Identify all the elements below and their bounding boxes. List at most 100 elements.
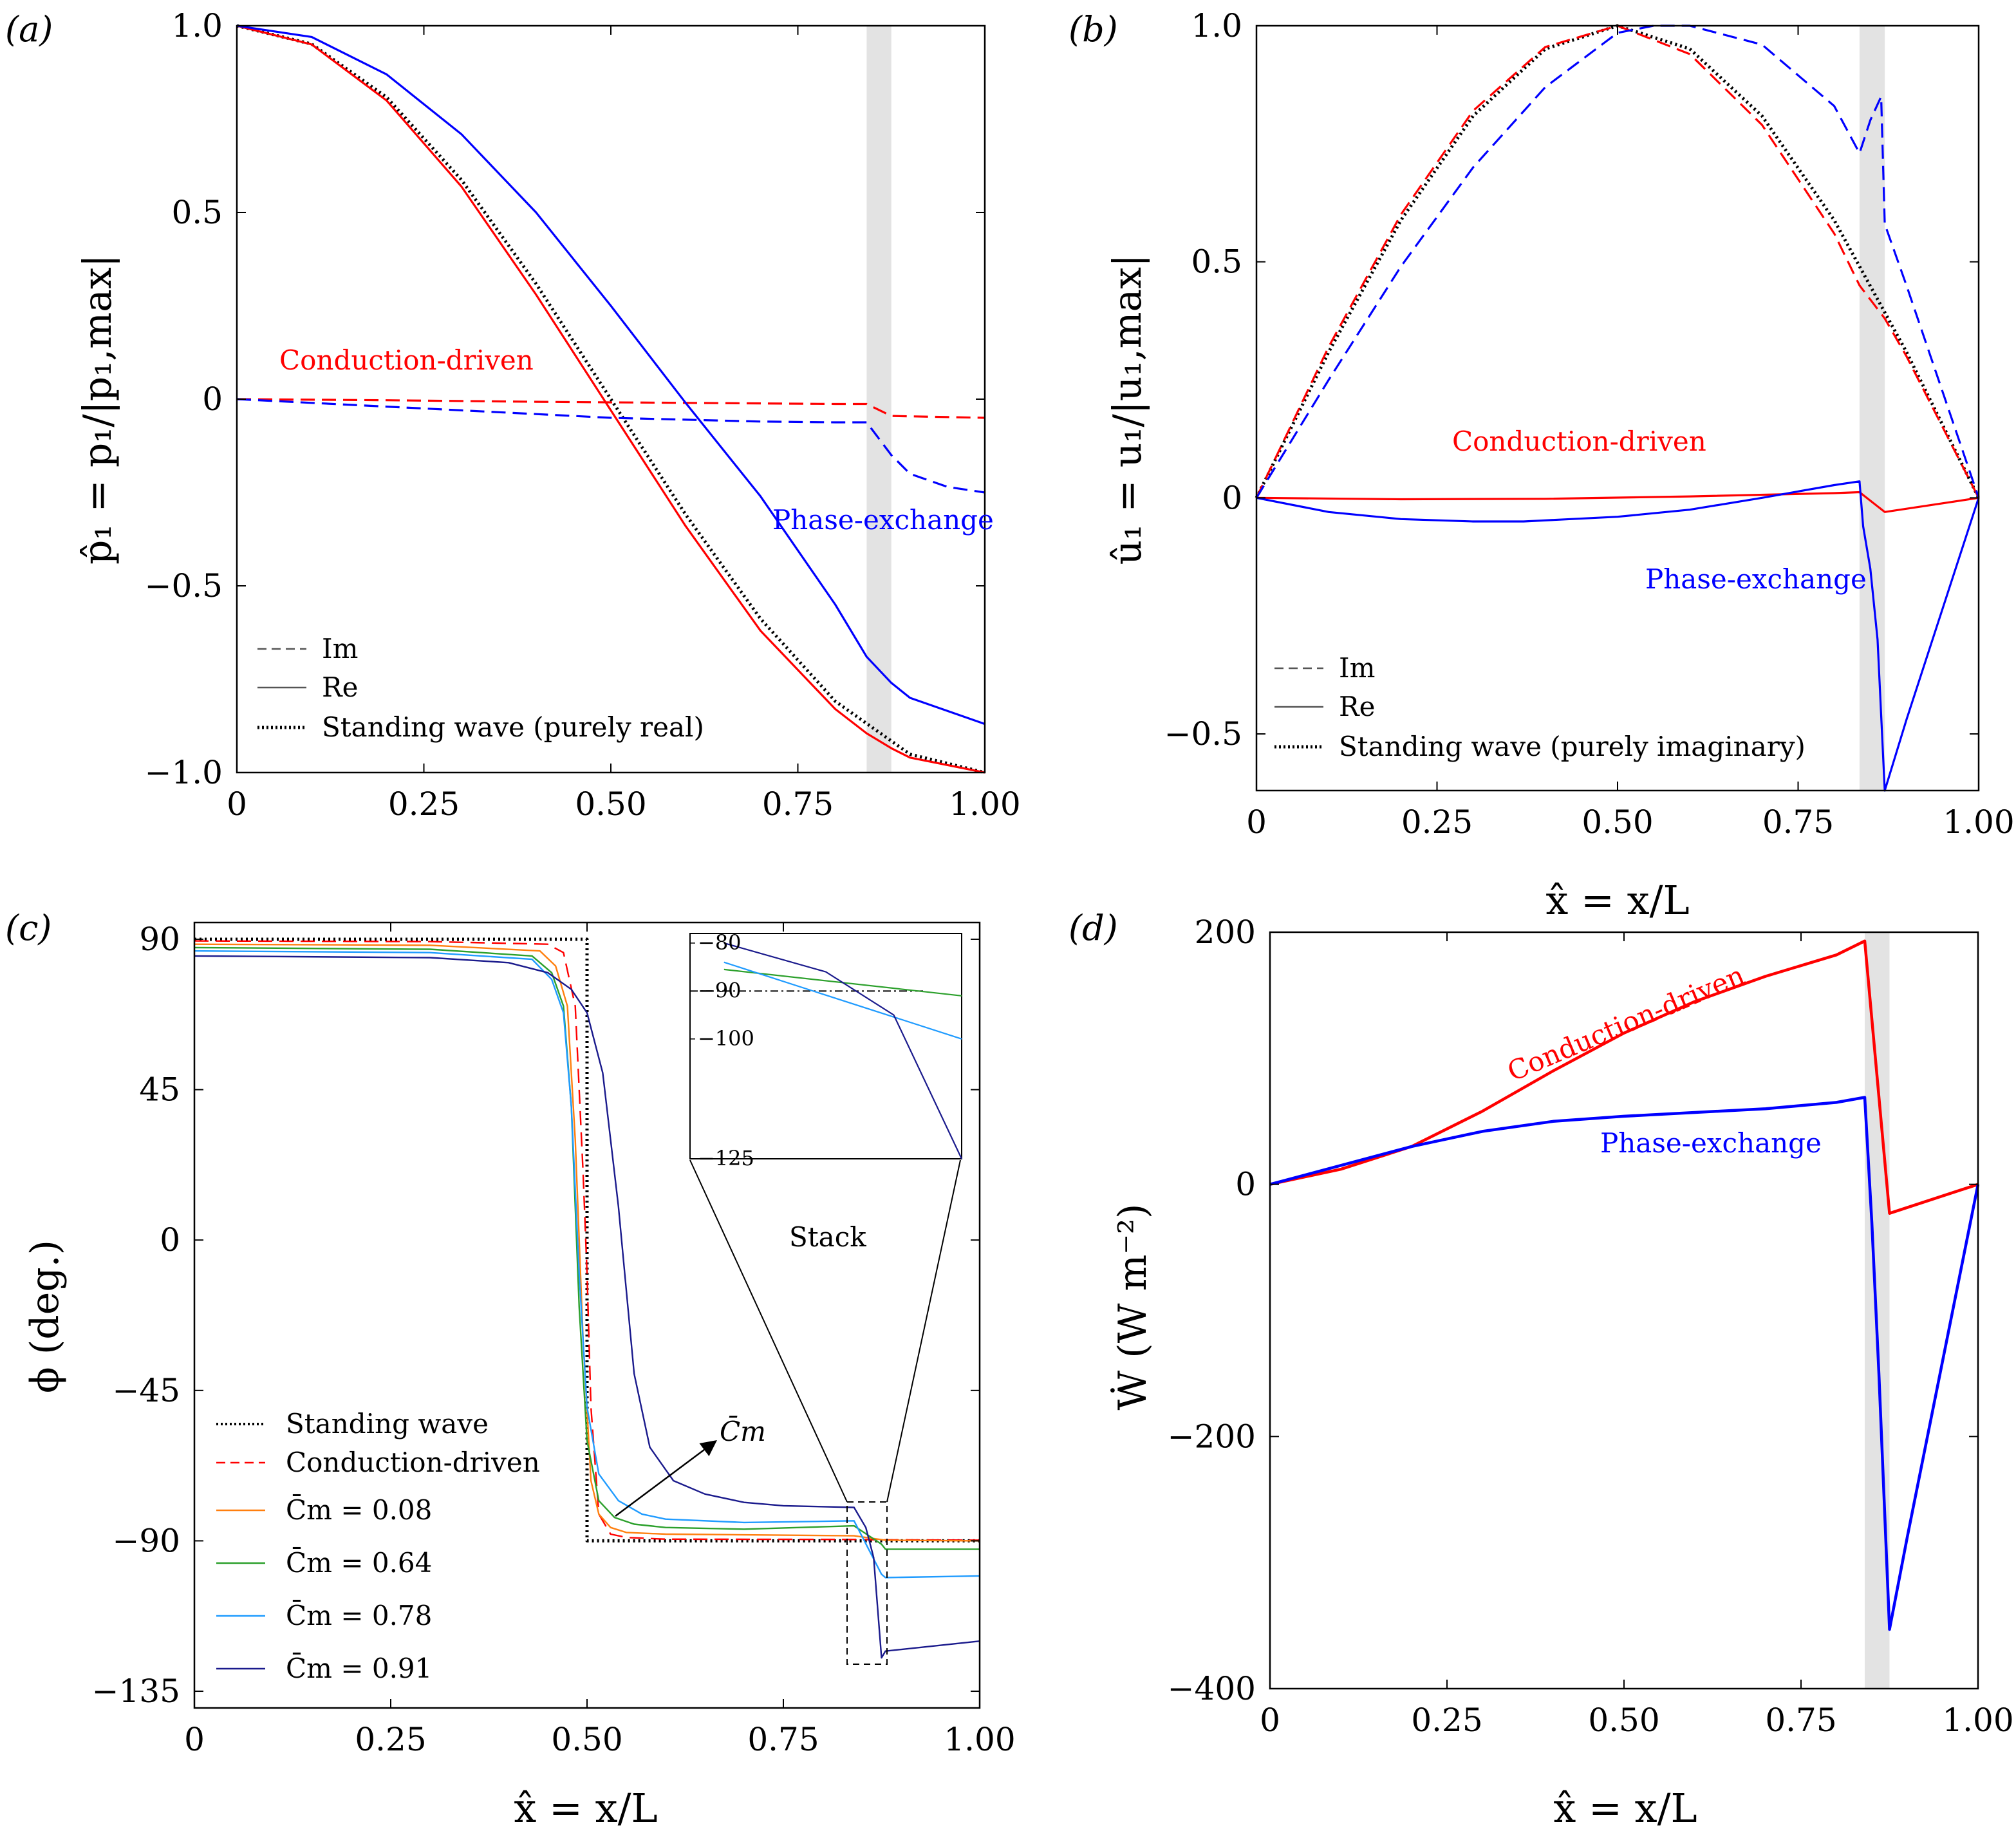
- x-tick-label: 0.50: [575, 785, 646, 823]
- legend-label: C̄m = 0.64: [286, 1546, 432, 1579]
- inset-y-tick-label: −100: [698, 1026, 754, 1051]
- series-line-2: [1255, 24, 1980, 499]
- x-tick-label: 1.00: [1943, 803, 2014, 841]
- y-tick-label: 0: [160, 1221, 180, 1259]
- stack-region: [866, 26, 891, 773]
- x-tick-label: 1.00: [1942, 1702, 2013, 1739]
- panel-c: (c) ϕ (deg.) x̂ = x/L 0 0.25 0.50 0.75 1.00 9…: [5, 908, 1016, 1832]
- x-tick-label: 0.25: [388, 785, 460, 823]
- connector-line: [689, 1159, 848, 1503]
- y-tick-label: −200: [1168, 1418, 1256, 1455]
- inset-y-tick-label: −80: [698, 930, 742, 955]
- x-tick-label: 0.75: [1762, 803, 1834, 841]
- series-line-3: [1256, 480, 1980, 792]
- panel-d-ylabel: Ẇ (W m⁻²): [1110, 1204, 1155, 1411]
- y-tick-label: −0.5: [1164, 715, 1242, 753]
- series-line-3: [236, 24, 985, 726]
- x-tick-label: 0: [227, 785, 247, 823]
- annotation-1: Phase-exchange: [1600, 1127, 1822, 1159]
- panel-b: (b) û₁ = u₁/|u₁,max| 0 0.25 0.50 0.75 1.001.…: [1069, 7, 2015, 924]
- panel-d-ylabel-group: Ẇ (W m⁻²): [1110, 1204, 1155, 1411]
- legend-label: Im: [1339, 652, 1375, 684]
- x-tick-label: 0.25: [1411, 1702, 1482, 1739]
- inset-y-tick-label: −125: [698, 1146, 754, 1170]
- y-tick-label: 0.5: [1191, 243, 1242, 281]
- y-tick-label: −1.0: [145, 754, 223, 791]
- panel-a-ylabel: p̂₁ = p₁/|p₁,max|: [75, 254, 120, 565]
- x-tick-label: 0.75: [1765, 1702, 1836, 1739]
- series-line-1: [1256, 491, 1979, 513]
- cm-arrow: [615, 1440, 718, 1517]
- x-tick-label: 0: [184, 1721, 205, 1758]
- legend-label: Standing wave (purely real): [322, 711, 704, 743]
- x-tick-label: 0.50: [1582, 803, 1653, 841]
- x-tick-label: 0.25: [1401, 803, 1473, 841]
- panel-b-label: (b): [1069, 9, 1118, 50]
- y-tick-label: −45: [112, 1372, 180, 1409]
- y-tick-label: −90: [112, 1522, 180, 1559]
- x-tick-label: 0.50: [551, 1721, 622, 1758]
- y-tick-label: 1.0: [1191, 7, 1242, 44]
- annotation-1: Phase-exchange: [772, 504, 994, 536]
- y-tick-label: 45: [139, 1071, 180, 1109]
- y-tick-label: 0: [1235, 1166, 1256, 1203]
- panel-c-xlabel: x̂ = x/L: [514, 1785, 657, 1832]
- x-tick-label: 1.00: [949, 785, 1020, 823]
- panel-a: (a) p̂₁ = p₁/|p₁,max| 0 0.25 0.50 0.75 1.001…: [5, 7, 1021, 823]
- panel-c-ylabel: ϕ (deg.): [23, 1240, 68, 1393]
- y-tick-label: −0.5: [145, 567, 223, 605]
- connector-line: [886, 1159, 961, 1503]
- series-line-0: [194, 937, 980, 1543]
- legend-label: Re: [322, 671, 358, 703]
- legend-label: C̄m = 0.78: [286, 1599, 432, 1631]
- y-tick-label: −135: [92, 1673, 180, 1710]
- x-tick-label: 0.25: [355, 1721, 426, 1758]
- y-tick-label: −400: [1168, 1670, 1256, 1707]
- x-tick-label: 0.75: [747, 1721, 819, 1758]
- series-line-0: [236, 24, 985, 774]
- annotation-1: Phase-exchange: [1645, 563, 1867, 595]
- legend-label: C̄m = 0.08: [286, 1493, 432, 1526]
- zoom-box: [846, 1501, 888, 1665]
- stack-region: [1859, 26, 1885, 791]
- series-line-1: [236, 24, 985, 774]
- panel-b-xlabel: x̂ = x/L: [1545, 877, 1689, 924]
- series-line-2: [236, 398, 985, 419]
- x-tick-label: 0: [1260, 1702, 1280, 1739]
- legend-label: Standing wave (purely imaginary): [1339, 731, 1806, 762]
- x-tick-label: 0.75: [762, 785, 834, 823]
- y-tick-label: 90: [139, 921, 180, 958]
- y-tick-label: 0: [1222, 479, 1242, 516]
- series-line-1: [194, 940, 980, 1541]
- panel-d-label: (d): [1069, 908, 1118, 948]
- series-line-1: [1269, 1096, 1980, 1631]
- y-tick-label: 1.0: [171, 7, 223, 44]
- x-tick-label: 0: [1246, 803, 1267, 841]
- panel-d-xlabel: x̂ = x/L: [1553, 1785, 1697, 1832]
- x-tick-label: 1.00: [944, 1721, 1015, 1758]
- series-line-5: [194, 955, 980, 1659]
- panel-c-ylabel-group: ϕ (deg.): [23, 1240, 68, 1393]
- x-tick-label: 0.50: [1588, 1702, 1659, 1739]
- panel-b-ylabel: û₁ = u₁/|u₁,max|: [1105, 254, 1150, 565]
- annotation-stack: Stack: [789, 1221, 866, 1253]
- legend-label: Standing wave: [286, 1408, 489, 1439]
- series-line-2: [194, 943, 980, 1542]
- panel-b-ylabel-group: û₁ = u₁/|u₁,max|: [1105, 254, 1150, 565]
- legend-label: Re: [1339, 691, 1375, 722]
- series-line-3: [194, 946, 980, 1550]
- legend-label: C̄m = 0.91: [286, 1651, 432, 1684]
- inset-series-line-4: [723, 942, 962, 1159]
- annotation-0: Conduction-driven: [279, 344, 534, 376]
- annotation-0: Conduction-driven: [1503, 959, 1750, 1087]
- inset-series-line-3: [723, 961, 962, 1040]
- panel-d: (d) Ẇ (W m⁻²) x̂ = x/L 0 0.25 0.50 0.75 1.00…: [1069, 908, 2014, 1832]
- y-tick-label: 0.5: [171, 194, 223, 231]
- y-tick-label: 0: [202, 380, 223, 418]
- legend-label: Conduction-driven: [286, 1447, 540, 1478]
- series-line-4: [236, 398, 985, 494]
- annotation-0: Conduction-driven: [1452, 426, 1706, 457]
- y-tick-label: 200: [1195, 914, 1256, 951]
- series-line-4: [1255, 24, 1980, 499]
